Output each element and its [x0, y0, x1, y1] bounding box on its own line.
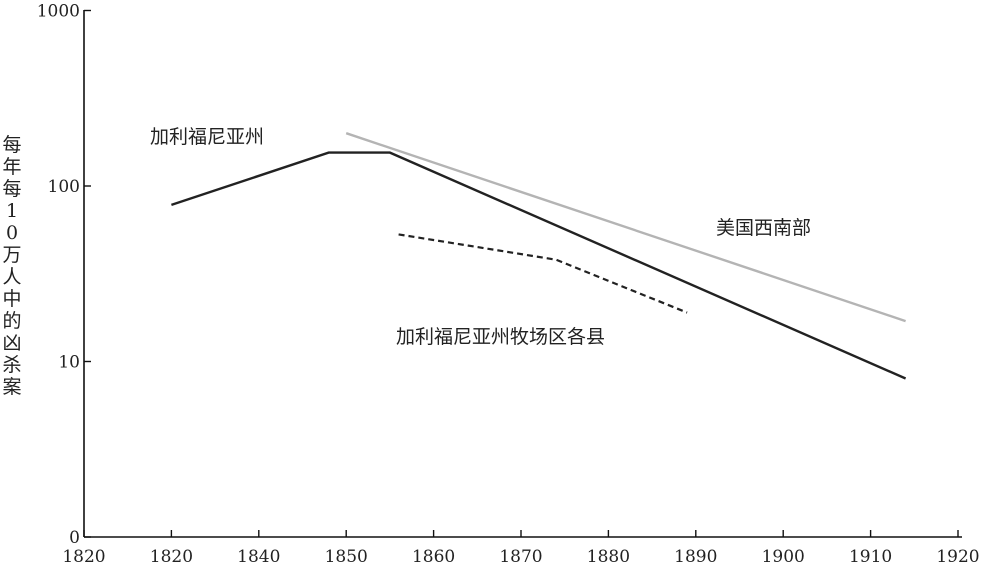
axes: 1820 1820 1840 1850 1860 1870 1880 1890 1900 1910…	[37, 2, 980, 568]
x-tick-label: 1900	[762, 547, 805, 567]
x-tick-label: 1880	[587, 547, 630, 567]
x-tick-label: 1820	[62, 547, 105, 567]
y-axis-title-char: 每	[2, 134, 21, 156]
y-axis-title-char: 每	[2, 178, 21, 200]
y-axis-title-char: 0	[6, 222, 18, 244]
series-label-1: 加利福尼亚州	[150, 126, 264, 148]
series-label-3: 加利福尼亚州牧场区各县	[396, 326, 605, 348]
x-tick-label: 1870	[499, 547, 542, 567]
x-tick-label: 1850	[325, 547, 368, 567]
y-axis-title-char: 杀	[2, 354, 21, 376]
x-tick-label: 1920	[936, 547, 979, 567]
x-tick-label: 1910	[849, 547, 892, 567]
y-tick-label: 0	[69, 528, 80, 548]
series-label-2: 美国西南部	[716, 217, 811, 239]
series-layer	[171, 132, 907, 380]
y-tick-label: 1000	[37, 2, 80, 22]
y-tick-label: 100	[48, 177, 80, 197]
y-axis-ticks: 0 10 100 1000	[37, 2, 91, 548]
y-tick-label: 10	[58, 353, 80, 373]
x-tick-label: 1860	[412, 547, 455, 567]
x-axis-ticks: 1820 1820 1840 1850 1860 1870 1880 1890 1900 1910…	[62, 530, 980, 567]
x-tick-label: 1840	[237, 547, 280, 567]
series-line-3	[398, 233, 688, 314]
y-axis-title-char: 人	[2, 266, 21, 288]
y-axis-title-char: 的	[2, 310, 21, 332]
x-tick-label: 1820	[150, 547, 193, 567]
y-axis-title-char: 1	[6, 200, 18, 222]
y-axis-title-char: 案	[2, 376, 21, 398]
y-axis-title-char: 凶	[2, 332, 21, 354]
series-line-1	[171, 151, 907, 380]
y-axis-title-char: 中	[2, 288, 21, 310]
x-tick-label: 1890	[674, 547, 717, 567]
y-axis-title-char: 万	[2, 244, 21, 266]
y-axis-title-char: 年	[2, 156, 21, 178]
series-line-2	[345, 132, 906, 323]
